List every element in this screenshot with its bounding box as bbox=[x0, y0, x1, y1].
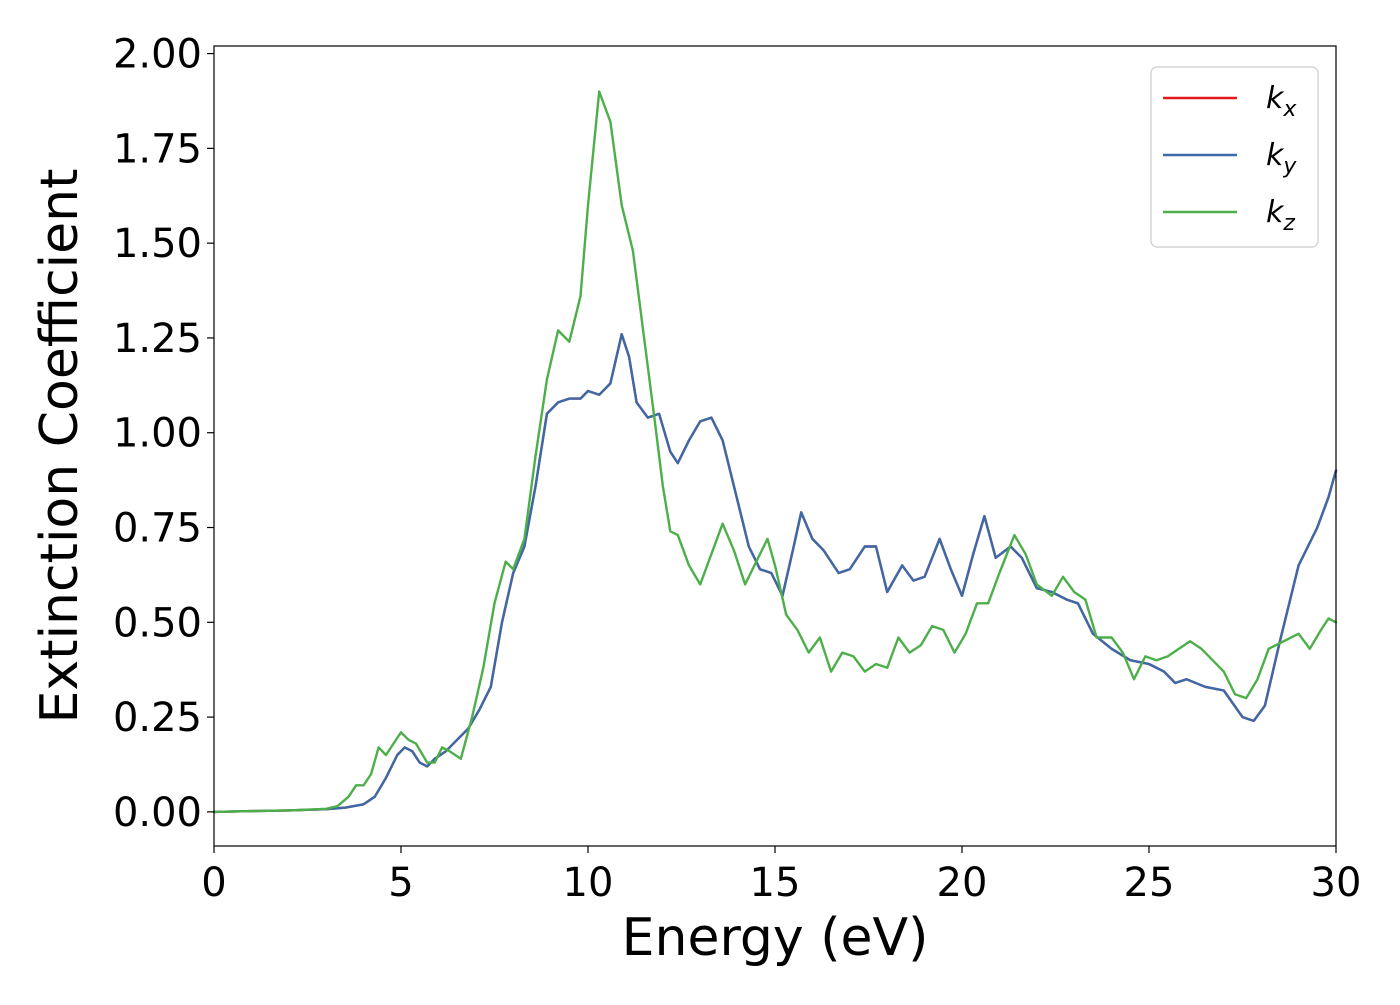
series-line-z bbox=[212, 90, 1338, 814]
legend-label-y: ky bbox=[1266, 138, 1297, 179]
y-tick-label: 1.75 bbox=[113, 126, 202, 172]
x-tick-label: 0 bbox=[201, 860, 226, 906]
y-tick-label: 0.50 bbox=[113, 600, 202, 646]
legend-box bbox=[1150, 66, 1319, 248]
y-tick-label: 1.50 bbox=[113, 221, 202, 267]
y-tick-label: 0.25 bbox=[113, 695, 202, 741]
y-tick-label: 0.00 bbox=[113, 790, 202, 836]
y-axis: 0.00 0.25 0.50 0.75 1.00 1.25 1.50 1.75 2.00 bbox=[113, 32, 214, 836]
series-line-y bbox=[212, 333, 1338, 814]
x-axis-title: Energy (eV) bbox=[622, 908, 929, 968]
x-tick-label: 25 bbox=[1124, 860, 1175, 906]
x-axis: 0 5 10 15 20 25 30 bbox=[201, 846, 1361, 906]
y-tick-label: 2.00 bbox=[113, 32, 202, 78]
series-layer bbox=[212, 90, 1338, 814]
x-tick-label: 15 bbox=[750, 860, 801, 906]
legend: kx ky kz bbox=[1150, 66, 1319, 248]
x-tick-label: 20 bbox=[937, 860, 988, 906]
series-line-x bbox=[212, 333, 1338, 814]
legend-label-x: kx bbox=[1266, 81, 1297, 122]
y-tick-label: 0.75 bbox=[113, 506, 202, 552]
y-tick-label: 1.25 bbox=[113, 316, 202, 362]
x-tick-label: 10 bbox=[563, 860, 614, 906]
y-axis-title: Extinction Coefficient bbox=[30, 169, 90, 724]
y-tick-label: 1.00 bbox=[113, 411, 202, 457]
x-tick-label: 30 bbox=[1311, 860, 1362, 906]
x-tick-label: 5 bbox=[388, 860, 413, 906]
legend-label-z: kz bbox=[1266, 195, 1295, 236]
